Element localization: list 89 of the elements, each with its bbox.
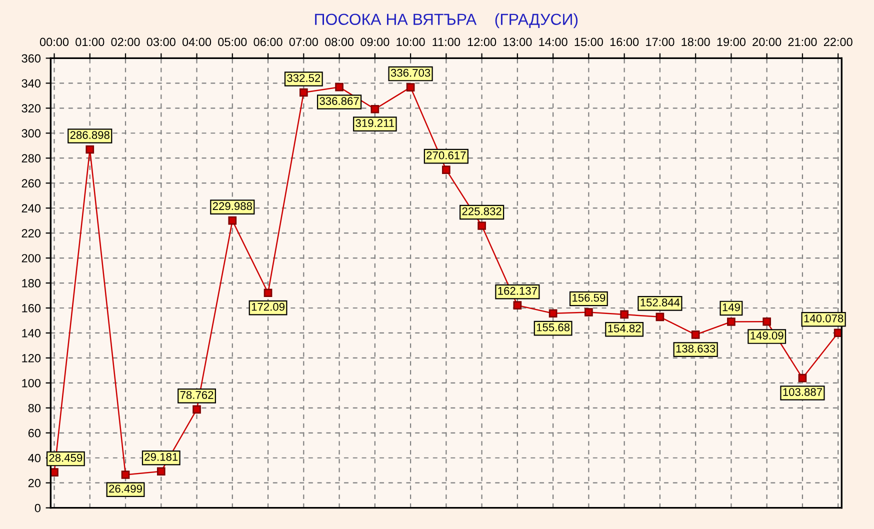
data-label: 225.832 [462,207,502,216]
y-tick-label: 300 [22,129,41,138]
y-tick-label: 240 [22,204,41,212]
data-label: 149.09 [750,332,784,340]
x-tick-label: 03:00 [146,38,176,46]
y-tick-label: 160 [22,304,41,312]
x-tick-label: 22:00 [824,38,852,46]
data-label: 138.633 [676,344,716,353]
y-tick-label: 40 [28,454,41,462]
point [442,166,450,174]
data-label: 162.137 [498,286,537,295]
point [299,88,308,97]
x-tick-label: 20:00 [752,38,782,46]
y-tick-label: 100 [22,378,41,388]
data-label: 154.82 [608,324,641,332]
point [264,288,272,298]
x-tick-label: 14:00 [539,38,568,46]
x-tick-label: 06:00 [254,38,282,46]
point [406,83,415,92]
point [834,328,842,338]
y-tick-label: 80 [28,404,41,412]
point [584,308,593,316]
y-tick-label: 200 [22,254,41,262]
data-label: 28.459 [49,454,82,462]
point [192,405,201,414]
data-label: 270.617 [426,151,466,160]
x-tick-label: 01:00 [76,38,104,46]
data-label: 172.09 [252,302,284,311]
y-tick-label: 0 [34,504,41,512]
x-tick-label: 11:00 [432,38,460,46]
point [548,309,558,318]
y-tick-label: 180 [22,279,41,288]
data-label: 140.078 [804,314,844,322]
y-tick-label: 360 [22,54,41,63]
point [370,104,380,114]
point [50,468,58,476]
x-tick-label: 15:00 [574,38,604,46]
data-label: 155.68 [536,323,570,332]
x-tick-label: 09:00 [360,38,390,46]
chart-title: ПОСОКА НА ВЯТЪРА (ГРАДУСИ) [315,13,578,28]
point [727,318,736,326]
point [228,216,237,225]
data-label: 336.867 [320,97,359,105]
y-tick-label: 20 [28,478,41,488]
data-label: 319.211 [356,119,394,128]
x-tick-label: 16:00 [610,38,639,46]
data-label: 332.52 [287,74,320,82]
x-tick-label: 13:00 [504,38,532,46]
y-tick-label: 60 [28,428,41,438]
x-tick-label: 04:00 [182,38,212,46]
x-tick-label: 18:00 [682,38,710,46]
data-label: 103.887 [783,388,822,396]
point [620,310,628,319]
point [335,82,344,92]
x-tick-label: 02:00 [111,38,140,46]
point [656,312,664,322]
data-label: 26.499 [109,484,142,493]
x-tick-label: 08:00 [324,38,354,46]
point [691,330,700,339]
data-label: 149 [722,303,740,312]
point [86,145,94,154]
x-tick-label: 07:00 [289,38,318,46]
x-tick-label: 19:00 [717,38,746,46]
data-label: 78.762 [180,391,214,399]
data-label: 286.898 [70,131,110,139]
point [513,301,522,310]
point [121,470,130,479]
x-tick-label: 00:00 [40,38,69,46]
y-tick-label: 220 [22,229,41,238]
data-label: 229.988 [212,202,252,210]
x-tick-label: 10:00 [396,38,425,46]
y-tick-label: 320 [22,104,41,113]
y-tick-label: 280 [22,154,41,163]
x-tick-label: 12:00 [468,38,496,46]
point [762,317,772,326]
x-tick-label: 05:00 [218,38,247,46]
x-tick-label: 17:00 [646,38,674,46]
point [478,222,486,230]
data-label: 336.703 [390,68,430,77]
data-label: 156.59 [572,294,606,302]
point [156,467,166,476]
y-tick-label: 120 [22,354,41,362]
y-tick-label: 260 [22,179,41,188]
x-tick-label: 21:00 [788,38,817,46]
data-label: 152.844 [640,298,680,306]
point [798,374,807,382]
data-label: 29.181 [144,452,178,461]
y-tick-label: 140 [22,329,41,338]
y-tick-label: 340 [22,79,41,88]
